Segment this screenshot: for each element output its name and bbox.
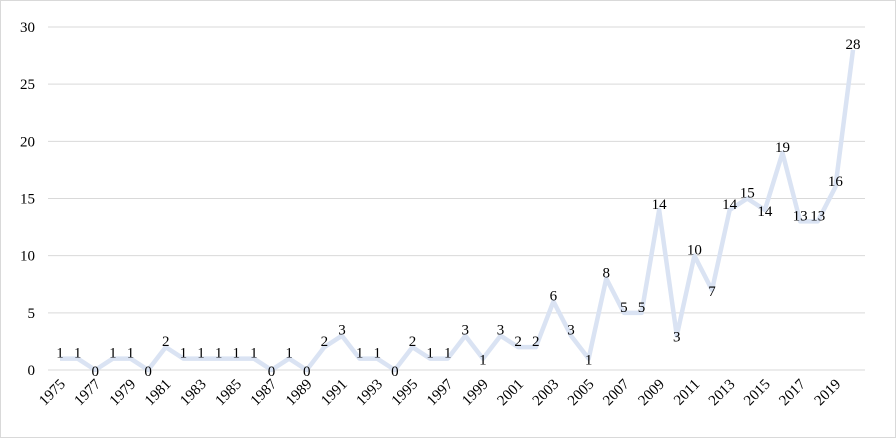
x-tick-label: 2009: [635, 377, 668, 410]
x-tick-label: 1977: [72, 376, 105, 409]
data-label: 14: [722, 197, 738, 213]
data-label: 10: [687, 243, 702, 259]
data-label: 2: [532, 334, 540, 350]
data-label: 8: [603, 266, 611, 282]
x-tick-label: 1983: [177, 377, 210, 410]
data-label: 1: [74, 346, 82, 362]
data-label: 0: [391, 364, 399, 380]
data-label: 3: [462, 323, 470, 339]
series-line-group: [60, 49, 856, 373]
data-label: 28: [846, 37, 861, 53]
data-label: 1: [250, 346, 258, 362]
data-label: 5: [620, 300, 628, 316]
x-tick-label: 1993: [354, 377, 387, 410]
y-tick-label: 10: [20, 249, 35, 265]
x-tick-label: 1989: [283, 377, 316, 410]
data-label: 7: [708, 284, 716, 300]
x-tick-label: 1997: [424, 376, 457, 409]
x-tick-label: 1999: [459, 377, 492, 410]
data-label: 2: [162, 334, 170, 350]
series-line: [60, 49, 856, 373]
data-label: 2: [409, 334, 417, 350]
y-axis-tick-labels: 0 5 10 15 20 25 30: [20, 20, 35, 379]
x-tick-label: 1979: [107, 377, 140, 410]
data-label: 1: [127, 346, 135, 362]
data-label: 0: [268, 364, 276, 380]
x-tick-label: 1975: [36, 377, 69, 410]
x-tick-label: 2015: [741, 377, 774, 410]
x-tick-label: 2007: [600, 376, 633, 409]
x-tick-label: 2011: [671, 377, 703, 409]
data-label: 1: [180, 346, 188, 362]
x-tick-label: 2013: [706, 377, 739, 410]
data-label: 0: [91, 364, 99, 380]
data-label: 1: [285, 346, 293, 362]
data-label: 1: [56, 346, 64, 362]
x-tick-label: 2003: [530, 377, 563, 410]
y-tick-label: 0: [28, 363, 36, 379]
data-label: 2: [321, 334, 329, 350]
x-tick-label: 1995: [389, 377, 422, 410]
x-axis-tick-labels: 1975 1977 1979 1981 1983 1985 1987 1989 1991 1993…: [36, 376, 844, 409]
data-label: 1: [444, 346, 452, 362]
data-label: 0: [303, 364, 311, 380]
data-label: 1: [426, 346, 434, 362]
data-label: 6: [550, 288, 558, 304]
data-label: 3: [673, 330, 681, 346]
data-label: 1: [215, 346, 223, 362]
data-label: 5: [638, 300, 646, 316]
data-label: 14: [652, 197, 668, 213]
y-tick-label: 15: [20, 192, 35, 208]
data-label: 2: [514, 334, 522, 350]
x-tick-label: 1987: [248, 376, 281, 409]
gridlines: [48, 26, 865, 371]
data-label: 1: [479, 353, 487, 369]
data-label: 13: [793, 208, 808, 224]
x-tick-label: 1991: [318, 377, 351, 410]
x-tick-label: 2001: [494, 377, 527, 410]
data-label: 19: [775, 140, 790, 156]
y-tick-label: 30: [20, 20, 35, 36]
x-tick-label: 2005: [565, 377, 598, 410]
data-label: 16: [828, 174, 844, 190]
data-label: 0: [144, 364, 152, 380]
x-tick-label: 2017: [776, 376, 809, 409]
y-tick-label: 25: [20, 77, 35, 93]
y-tick-label: 5: [28, 306, 36, 322]
x-tick-label: 2019: [812, 377, 845, 410]
data-label: 1: [197, 346, 205, 362]
data-label: 1: [109, 346, 117, 362]
x-tick-label: 1981: [142, 377, 175, 410]
data-label: 1: [585, 353, 593, 369]
data-label: 13: [810, 208, 825, 224]
data-label: 14: [757, 204, 773, 220]
data-label: 15: [740, 186, 755, 202]
data-label: 3: [567, 323, 575, 339]
data-label: 1: [373, 346, 381, 362]
data-label: 3: [497, 323, 505, 339]
x-tick-label: 1985: [213, 377, 246, 410]
data-label: 3: [338, 323, 346, 339]
data-label: 1: [232, 346, 240, 362]
data-label: 1: [356, 346, 364, 362]
y-tick-label: 20: [20, 134, 35, 150]
